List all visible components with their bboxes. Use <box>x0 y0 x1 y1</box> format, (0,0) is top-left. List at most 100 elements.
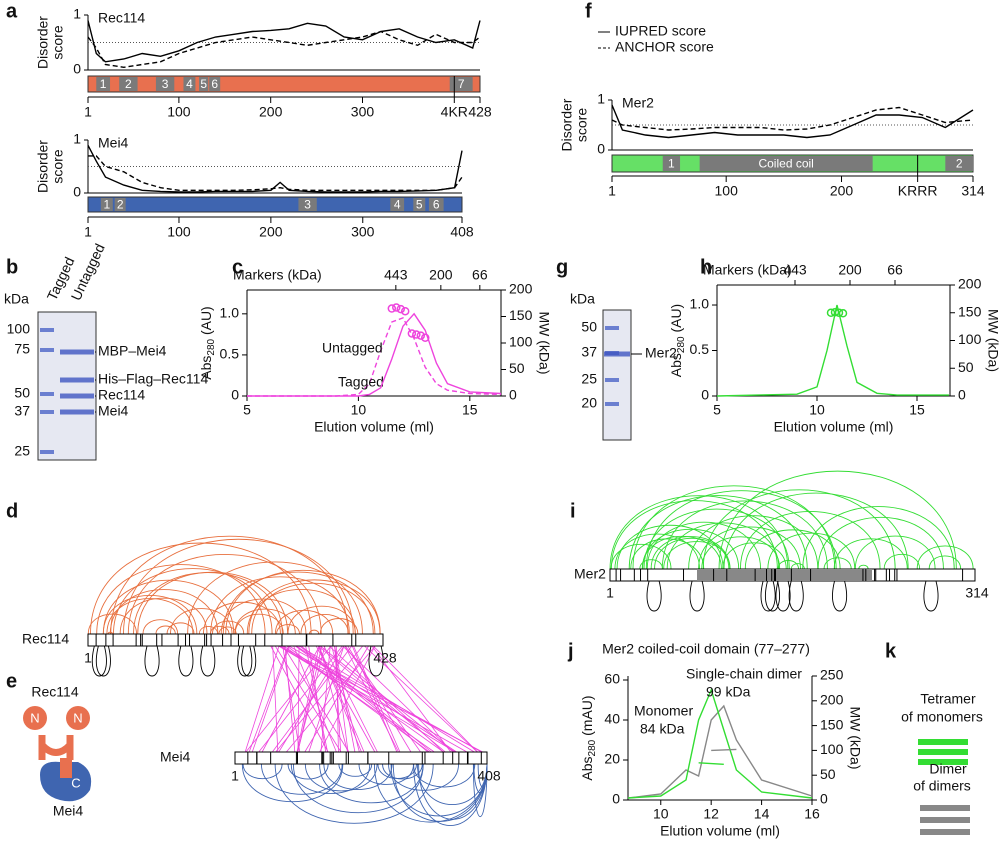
y2-tick-label: 200 <box>958 276 982 292</box>
protein-name: Rec114 <box>22 631 69 647</box>
crosslink-arc <box>823 557 852 570</box>
mei4-shape <box>40 761 92 802</box>
y2-tick-label: 200 <box>820 692 844 708</box>
protein-band <box>60 409 94 415</box>
protein-name: Mer2 <box>574 566 606 582</box>
domain-label: 1 <box>100 77 107 91</box>
y2-tick-label: 50 <box>820 766 836 782</box>
panel-letter: b <box>6 256 18 278</box>
x-tick-label: 12 <box>703 806 719 822</box>
inter-crosslink <box>244 645 280 753</box>
y-tick-label: 20 <box>604 751 620 767</box>
axes <box>716 284 951 397</box>
y2-tick-label: 50 <box>509 360 525 376</box>
site-label: 4KR <box>441 104 468 120</box>
domain <box>183 77 196 91</box>
assembly-label: of dimers <box>913 778 971 794</box>
assembly-icons <box>918 739 970 835</box>
y2-axis-label: MW (kDa) <box>847 707 863 770</box>
protein-band <box>60 393 94 399</box>
x-tick-label: 5 <box>713 402 721 418</box>
inter-crosslink <box>351 645 398 753</box>
crosslink-arc <box>661 500 828 570</box>
inter-crosslink <box>278 645 345 753</box>
end-label: 428 <box>373 650 397 666</box>
schematic-e <box>23 706 92 802</box>
gel-unit: kDa <box>4 291 29 307</box>
tetramer-arrows <box>918 739 968 765</box>
ladder-band <box>40 450 54 454</box>
y2-tick-label: 0 <box>509 387 517 403</box>
axes <box>627 676 813 801</box>
protein-name: Mer2 <box>622 95 654 111</box>
annotation: Single-chain dimer <box>686 666 802 682</box>
top-axis-label: Markers (kDa) <box>703 262 792 278</box>
domain <box>413 198 426 211</box>
domain <box>428 198 444 211</box>
dimer-arrows <box>920 805 970 835</box>
domain <box>298 198 317 211</box>
crosslink-arc <box>790 563 805 570</box>
loop-arc <box>390 763 488 817</box>
crosslink-arc <box>702 489 896 570</box>
x-tick-label: 16 <box>804 806 820 822</box>
x-tick-label: 1 <box>84 104 92 120</box>
domain <box>390 198 405 211</box>
loop-arc <box>144 645 160 677</box>
annotation: 84 kDa <box>640 721 685 737</box>
domain-label: Coiled coil <box>758 157 813 171</box>
crosslink-arc <box>274 610 334 635</box>
x-tick-label: 10 <box>809 402 825 418</box>
crosslink-arc <box>739 510 881 570</box>
x-tick-label: 1 <box>608 183 616 199</box>
assembly-label: Dimer <box>929 761 967 777</box>
loop-arc <box>323 763 393 791</box>
marker-label: 443 <box>384 267 408 283</box>
loop-arc <box>832 580 847 612</box>
crosslink-arc <box>187 561 363 635</box>
line-series <box>611 106 974 131</box>
crosslink-arc <box>698 526 801 570</box>
y-axis-label: Disorder <box>559 98 575 151</box>
loop-arc <box>413 763 488 827</box>
crosslink-arc <box>722 542 787 570</box>
series-label: Tagged <box>338 374 384 390</box>
band-label: Mer2 <box>645 345 677 361</box>
crosslink-arc <box>300 614 349 635</box>
inter-crosslink <box>334 645 356 753</box>
y2-tick-label: 100 <box>820 741 844 757</box>
panel-letter: e <box>6 670 17 692</box>
y-axis-label-part: (mAU) <box>579 695 595 739</box>
protein-band <box>604 351 630 357</box>
band-label: Mei4 <box>98 403 129 419</box>
domain <box>699 156 873 171</box>
y-axis-label-part: Abs <box>668 353 684 377</box>
protein-bar <box>87 75 481 93</box>
top-axis-label: Markers (kDa) <box>233 267 322 283</box>
y-axis-label: Disorder <box>35 140 51 193</box>
y2-tick-label: 0 <box>958 387 966 403</box>
y-tick-label: 0 <box>73 184 81 200</box>
crosslink-arc <box>609 495 789 570</box>
inter-crosslink <box>299 645 429 753</box>
crosslink-arc <box>142 619 179 635</box>
mw-point <box>400 306 410 316</box>
start-label: 1 <box>606 585 614 601</box>
x-axis-label: Elution volume (ml) <box>314 419 434 435</box>
ladder-label: 20 <box>581 395 597 411</box>
crosslink-arc <box>767 532 856 570</box>
x-axis-label: Elution volume (ml) <box>774 419 894 435</box>
crosslink-arc <box>628 495 808 570</box>
crosslink-arc <box>654 538 730 570</box>
loop-arc <box>319 763 424 804</box>
loop-arc <box>765 580 780 612</box>
crosslink-arc <box>744 529 841 570</box>
loop-arc <box>416 763 488 806</box>
x-tick-label: 100 <box>167 224 191 240</box>
gel-unit: kDa <box>570 291 595 307</box>
inter-crosslink <box>245 645 332 753</box>
loop-arc <box>287 763 329 780</box>
ladder-band <box>40 410 54 414</box>
marker-label: 66 <box>472 267 488 283</box>
crosslink-arc <box>319 618 359 635</box>
